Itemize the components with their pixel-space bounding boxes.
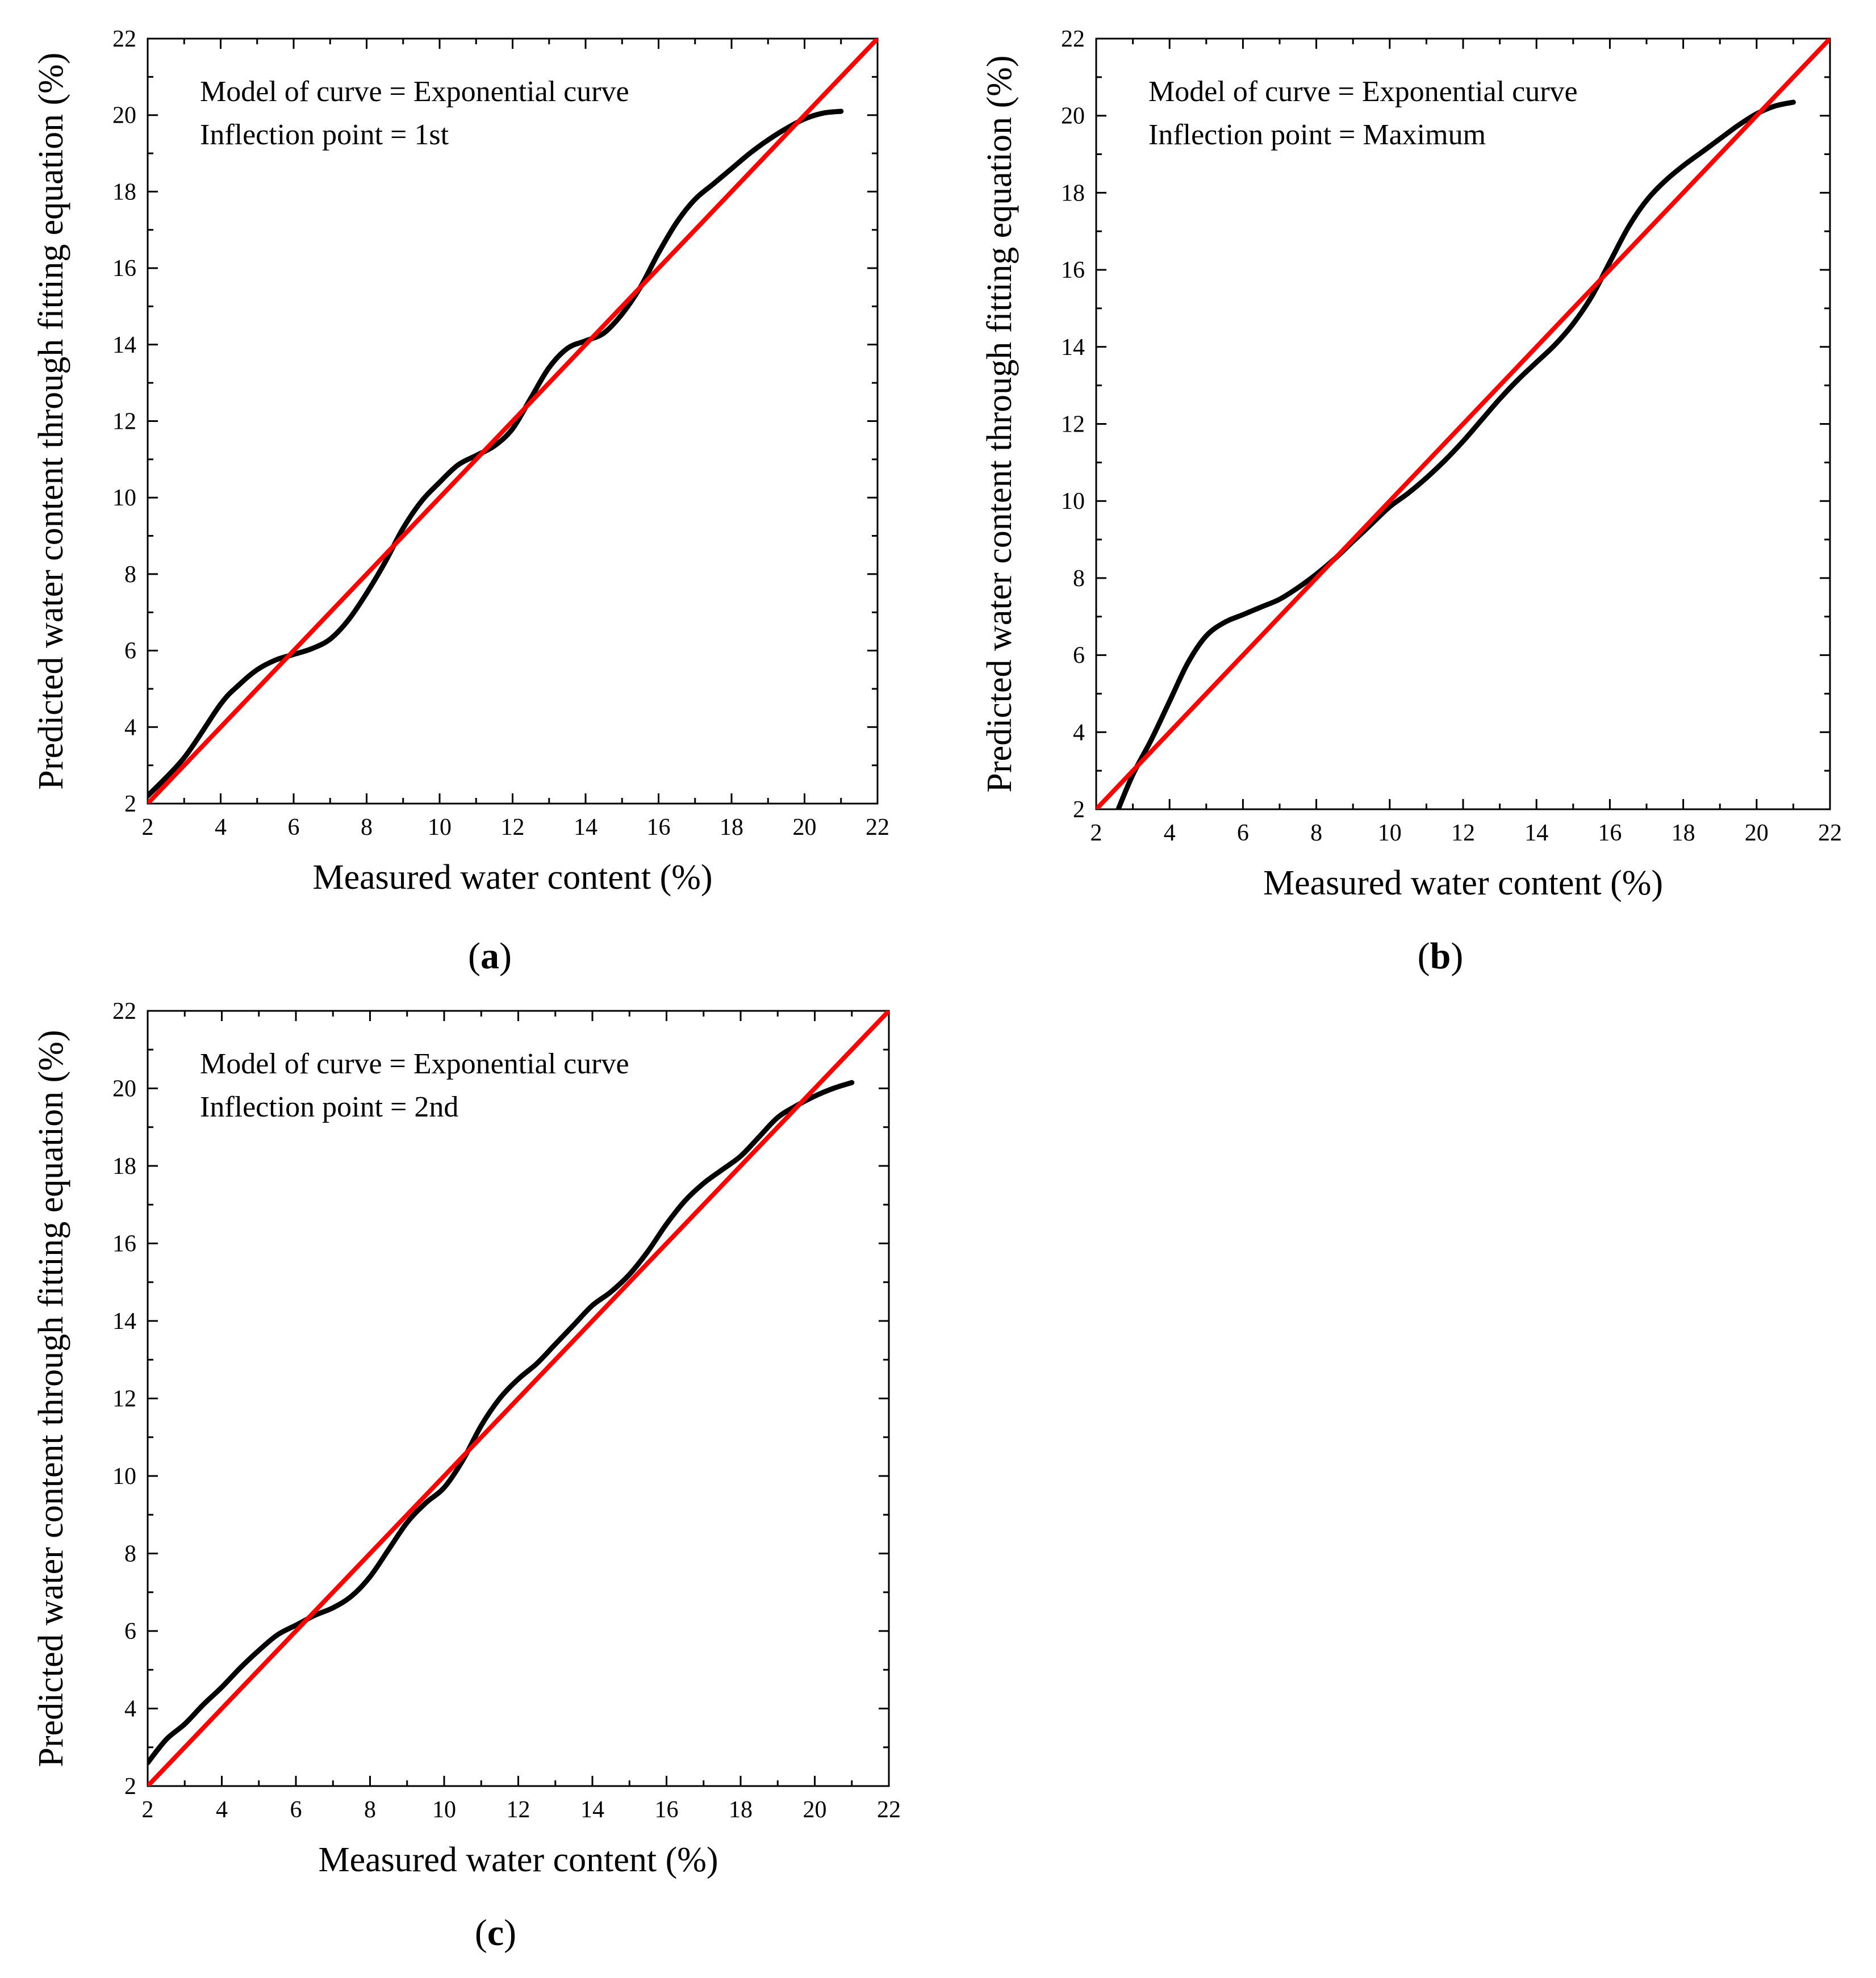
y-tick-label: 18	[1061, 180, 1085, 206]
y-tick-label: 10	[112, 485, 136, 511]
y-tick-label: 10	[112, 1463, 136, 1490]
y-tick-label: 22	[112, 998, 136, 1024]
x-axis-title: Measured water content (%)	[318, 1841, 718, 1879]
y-tick-label: 2	[124, 791, 136, 817]
panel-label: (a)	[468, 935, 512, 977]
y-tick-label: 10	[1061, 488, 1085, 515]
reference-line-1to1	[1096, 39, 1830, 809]
chart-panel-a: 2 4 6 8 10 12 14 16 18 20 22246810121416182022Mode…	[32, 26, 889, 977]
y-tick-label: 8	[1073, 566, 1085, 592]
y-tick-label: 16	[112, 1231, 136, 1257]
y-tick-label: 16	[1061, 257, 1085, 283]
y-tick-label: 20	[1061, 103, 1085, 129]
annotation-inflection: Inflection point = Maximum	[1148, 119, 1486, 151]
x-tick-label: 8	[364, 1797, 376, 1823]
x-tick-label: 20	[803, 1797, 827, 1823]
annotation-model: Model of curve = Exponential curve	[1148, 76, 1578, 108]
y-tick-label: 6	[1073, 643, 1085, 669]
chart-panel-b: 2 4 6 8 10 12 14 16 18 20 22246810121416182022Mode…	[980, 26, 1842, 977]
x-tick-label: 8	[1310, 820, 1322, 846]
panel-label: (c)	[475, 1912, 516, 1954]
y-tick-label: 2	[1073, 797, 1085, 823]
y-tick-label: 4	[124, 1696, 136, 1722]
x-tick-label: 2	[142, 1797, 154, 1823]
y-tick-label: 12	[1061, 412, 1085, 438]
y-tick-label: 8	[124, 562, 136, 588]
y-tick-label: 6	[124, 638, 136, 664]
x-tick-label: 18	[720, 814, 743, 840]
y-tick-label: 4	[1073, 720, 1085, 746]
y-tick-label: 6	[124, 1619, 136, 1645]
x-tick-label: 20	[793, 814, 817, 840]
y-tick-label: 20	[112, 1076, 136, 1102]
x-tick-label: 4	[215, 814, 227, 840]
x-axis-title: Measured water content (%)	[1263, 864, 1663, 902]
y-tick-label: 18	[112, 179, 136, 205]
x-tick-label: 14	[1524, 820, 1548, 846]
x-tick-label: 22	[877, 1797, 901, 1823]
x-tick-label: 2	[1090, 820, 1102, 846]
y-tick-label: 14	[112, 332, 136, 358]
annotation-model: Model of curve = Exponential curve	[200, 1048, 629, 1080]
y-tick-label: 16	[112, 256, 136, 282]
x-axis-title: Measured water content (%)	[312, 858, 712, 897]
fitted-curve-line	[148, 1080, 855, 1766]
x-tick-label: 20	[1745, 820, 1769, 846]
x-tick-label: 12	[501, 814, 525, 840]
x-tick-label: 12	[1451, 820, 1475, 846]
x-tick-label: 18	[1672, 820, 1695, 846]
reference-line-1to1	[148, 39, 878, 804]
annotation-inflection: Inflection point = 1st	[200, 119, 449, 151]
y-tick-label: 22	[1061, 26, 1085, 52]
x-tick-label: 10	[432, 1797, 456, 1823]
chart-panel-c: 2 4 6 8 10 12 14 16 18 20 22246810121416182022Mode…	[32, 998, 901, 1954]
fitted-curve-line	[1115, 99, 1796, 809]
x-tick-label: 14	[580, 1797, 604, 1823]
y-axis-title: Predicted water content through fitting …	[32, 52, 70, 789]
x-tick-label: 6	[1237, 820, 1249, 846]
x-tick-label: 6	[288, 814, 300, 840]
annotation-inflection: Inflection point = 2nd	[200, 1091, 458, 1123]
x-tick-label: 16	[1598, 820, 1622, 846]
x-tick-label: 10	[1378, 820, 1402, 846]
annotation-model: Model of curve = Exponential curve	[200, 76, 629, 108]
x-tick-label: 2	[142, 814, 154, 840]
x-tick-label: 4	[1164, 820, 1176, 846]
x-tick-label: 22	[866, 814, 889, 840]
x-tick-label: 16	[647, 814, 671, 840]
x-tick-label: 16	[655, 1797, 679, 1823]
y-tick-label: 12	[112, 1386, 136, 1412]
reference-line-1to1	[148, 1011, 889, 1786]
x-tick-label: 22	[1818, 820, 1842, 846]
y-tick-label: 14	[112, 1308, 136, 1335]
y-tick-label: 4	[124, 714, 136, 741]
y-axis-title: Predicted water content through fitting …	[32, 1030, 70, 1767]
x-tick-label: 14	[574, 814, 598, 840]
x-tick-label: 4	[216, 1797, 228, 1823]
x-tick-label: 18	[729, 1797, 753, 1823]
x-tick-label: 6	[290, 1797, 302, 1823]
y-tick-label: 12	[112, 409, 136, 435]
x-tick-label: 8	[361, 814, 373, 840]
y-tick-label: 18	[112, 1153, 136, 1180]
x-tick-label: 12	[507, 1797, 530, 1823]
x-tick-label: 10	[428, 814, 452, 840]
panel-label: (b)	[1418, 935, 1464, 977]
y-tick-label: 8	[124, 1541, 136, 1567]
y-axis-title: Predicted water content through fitting …	[980, 55, 1019, 792]
y-tick-label: 20	[112, 103, 136, 129]
y-tick-label: 22	[112, 26, 136, 52]
y-tick-label: 14	[1061, 334, 1085, 361]
y-tick-label: 2	[124, 1774, 136, 1800]
